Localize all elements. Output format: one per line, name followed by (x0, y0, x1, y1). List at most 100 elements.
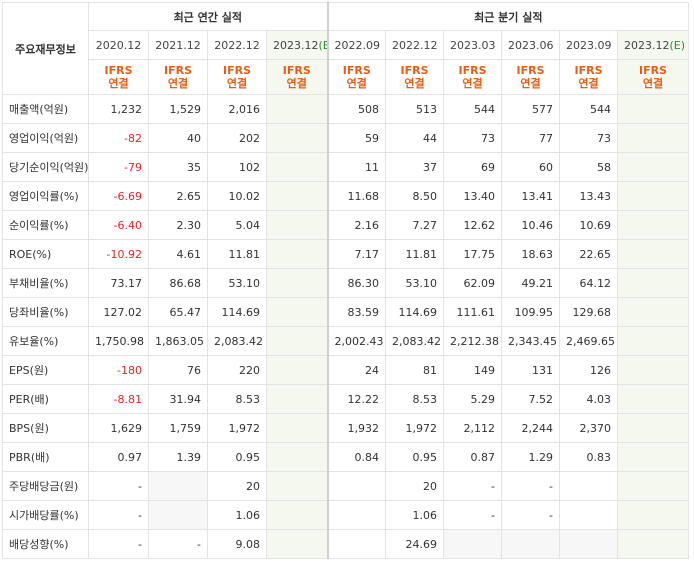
table-row: 배당성향(%) - -9.08 24.69 (2, 529, 690, 559)
table-cell (617, 413, 690, 443)
period-header-1: 2021.12 (148, 30, 208, 60)
estimate-tag: (E) (318, 38, 326, 52)
table-body: 매출액(억원) 1,232 1,529 2,016 508 513 544 577 544 영업이… (2, 94, 690, 559)
table-cell: 114.69 (385, 297, 445, 327)
table-cell: 58 (559, 152, 619, 182)
basis-scope: 연결 (226, 77, 248, 90)
table-cell: 131 (501, 355, 561, 385)
table-cell: 73 (559, 123, 619, 153)
table-cell: 544 (443, 94, 503, 124)
table-cell: 73 (443, 123, 503, 153)
table-cell: 76 (148, 355, 208, 385)
table-cell: 114.69 (207, 297, 267, 327)
row-label: PBR(배) (2, 442, 89, 472)
table-cell: -79 (88, 152, 149, 182)
row-label: EPS(원) (2, 355, 89, 385)
table-cell: 1,932 (327, 413, 387, 443)
table-cell: 8.50 (385, 181, 445, 211)
row-label: 주당배당금(원) (2, 471, 89, 501)
table-cell (617, 123, 690, 153)
row-label: 부채비율(%) (2, 268, 89, 298)
table-cell (617, 94, 690, 124)
table-cell: 0.87 (443, 442, 503, 472)
table-cell: 1,750.98 (88, 326, 149, 356)
period-header-7: 2023.06 (501, 30, 561, 60)
table-cell (265, 529, 329, 559)
basis-header-6: IFRS 연결 (443, 59, 503, 95)
basis-scope: 연결 (462, 77, 483, 90)
table-row: EPS(원) -180 76 220 24 81 149 131 126 (2, 355, 690, 385)
table-cell: 2,244 (501, 413, 561, 443)
table-cell: 109.95 (501, 297, 561, 327)
period-label: 2023.09 (566, 38, 612, 52)
table-cell: 202 (207, 123, 267, 153)
table-cell: 44 (385, 123, 445, 153)
table-cell (265, 239, 329, 269)
row-label: 배당성향(%) (2, 529, 89, 559)
table-cell: 7.27 (385, 210, 445, 240)
table-cell: 1,972 (207, 413, 267, 443)
table-cell: 2.65 (148, 181, 208, 211)
table-cell: - (501, 471, 561, 501)
basis-header-1: IFRS 연결 (148, 59, 208, 95)
table-cell: 126 (559, 355, 619, 385)
table-cell: 577 (501, 94, 561, 124)
period-label: 2022.12 (392, 38, 438, 52)
table-cell (265, 471, 329, 501)
period-header-2: 2022.12 (207, 30, 267, 60)
table-row: 부채비율(%) 73.17 86.68 53.10 86.30 53.10 62.09 49.… (2, 268, 690, 298)
table-cell: 1,529 (148, 94, 208, 124)
table-cell (327, 500, 387, 530)
table-cell: 2.16 (327, 210, 387, 240)
period-label: 2021.12 (155, 38, 201, 52)
table-cell: 86.30 (327, 268, 387, 298)
corner-label: 주요재무정보 (2, 2, 89, 95)
table-cell: 2,083.42 (207, 326, 267, 356)
table-cell: -6.69 (88, 181, 149, 211)
table-cell: 35 (148, 152, 208, 182)
table-cell (501, 529, 561, 559)
basis-scope: 연결 (167, 77, 189, 90)
row-label: 시가배당률(%) (2, 500, 89, 530)
row-label: 영업이익(억원) (2, 123, 89, 153)
table-row: 유보율(%) 1,750.98 1,863.05 2,083.42 2,002.43 2,… (2, 326, 690, 356)
table-cell: 37 (385, 152, 445, 182)
table-cell: -6.40 (88, 210, 149, 240)
table-cell (559, 471, 619, 501)
table-cell: 2,112 (443, 413, 503, 443)
table-cell (265, 413, 329, 443)
period-label: 2022.09 (334, 38, 381, 52)
basis-scope: 연결 (404, 77, 425, 90)
table-cell (265, 152, 329, 182)
table-cell: 544 (559, 94, 619, 124)
table-cell: 13.43 (559, 181, 619, 211)
table-cell (617, 326, 690, 356)
table-cell (617, 297, 690, 327)
table-cell: 1,972 (385, 413, 445, 443)
table-cell: 1,863.05 (148, 326, 208, 356)
table-cell: 513 (385, 94, 445, 124)
table-cell: 10.02 (207, 181, 267, 211)
table-cell (617, 471, 690, 501)
table-row: BPS(원) 1,629 1,759 1,972 1,932 1,972 2,112 2,24… (2, 413, 690, 443)
basis-standard: IFRS (574, 64, 603, 77)
row-label: 영업이익률(%) (2, 181, 89, 211)
row-label: 당좌비율(%) (2, 297, 89, 327)
period-header-6: 2023.03 (443, 30, 503, 60)
row-label: ROE(%) (2, 239, 89, 269)
row-label: 당기순이익(억원) (2, 152, 89, 182)
table-cell (617, 500, 690, 530)
table-cell: 31.94 (148, 384, 208, 414)
table-cell: - (88, 500, 149, 530)
table-cell: 20 (385, 471, 445, 501)
annual-group-header: 최근 연간 실적 (87, 2, 329, 31)
table-cell: 149 (443, 355, 503, 385)
table-cell: 40 (148, 123, 208, 153)
row-label: 유보율(%) (2, 326, 89, 356)
table-cell: 11.81 (207, 239, 267, 269)
basis-standard: IFRS (282, 64, 311, 77)
table-cell: 2,016 (207, 94, 267, 124)
table-cell (617, 239, 690, 269)
basis-header-7: IFRS 연결 (501, 59, 561, 95)
period-label: 2020.12 (95, 38, 142, 52)
